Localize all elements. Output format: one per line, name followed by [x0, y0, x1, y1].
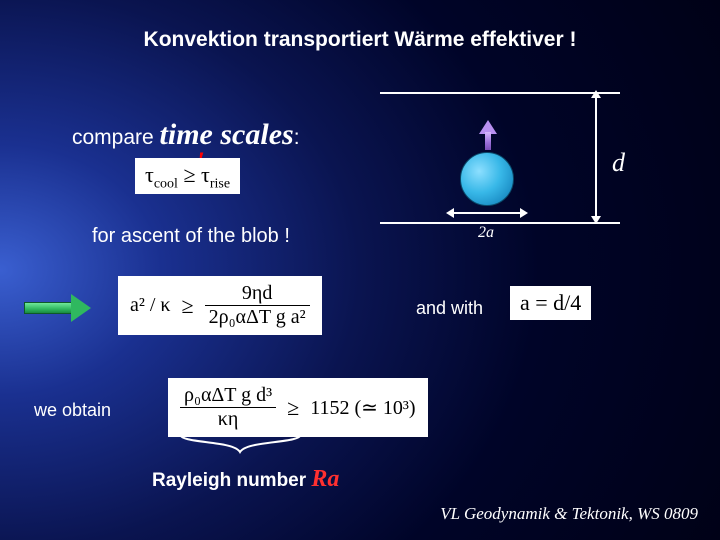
slide-title: Konvektion transportiert Wärme effektive… [0, 28, 720, 52]
rayleigh-inequality-box: ρ₀αΔT g d³ κη ≥ 1152 (≃ 10³) [168, 378, 428, 437]
a-equals-d4-box: a = d/4 [510, 286, 591, 320]
and-with-text: and with [416, 298, 483, 319]
eq2-den: κη [180, 408, 276, 431]
inequality-1-box: a² / κ ≥ 9ηd 2ρ₀αΔT g a² [118, 276, 322, 335]
blob-up-arrow-icon [483, 120, 493, 148]
eq2-rhs: 1152 (≃ 10³) [310, 397, 415, 419]
eq1-ge: ≥ [176, 293, 200, 318]
tau-rise-sub: rise [210, 176, 230, 191]
compare-prefix: compare [72, 126, 160, 149]
eq2-num: ρ₀αΔT g d³ [180, 384, 276, 408]
tau-ge: ≥ [178, 162, 201, 187]
underbrace-icon [178, 432, 303, 454]
compare-line: compare time scales: [72, 118, 300, 152]
eq1-rhs-den: 2ρ₀αΔT g a² [205, 306, 310, 329]
Ra-symbol: Ra [311, 466, 339, 492]
time-scales-emph: time scales [160, 118, 294, 151]
slide-footer: VL Geodynamik & Tektonik, WS 0809 [440, 504, 698, 524]
tau-inequality-box: τcool ≥ τrise [135, 158, 240, 194]
rayleigh-label: Rayleigh number Ra [152, 466, 339, 493]
tau-cool-sym: τ [145, 162, 154, 187]
thickness-arrow [595, 96, 597, 218]
diameter-arrow [452, 212, 522, 214]
rayleigh-text: Rayleigh number [152, 470, 311, 491]
ascent-caption: for ascent of the blob ! [92, 225, 290, 248]
pointer-arrow-icon [24, 296, 92, 320]
top-boundary-line [380, 92, 620, 94]
bottom-boundary-line [380, 222, 620, 224]
tau-rise-sym: τ [201, 162, 210, 187]
eq1-rhs-num: 9ηd [205, 282, 310, 306]
d-label: d [612, 148, 625, 178]
we-obtain-text: we obtain [34, 400, 111, 421]
rising-blob-icon [460, 152, 514, 206]
eq2-ge: ≥ [281, 395, 305, 420]
two-a-label: 2a [478, 224, 494, 242]
colon: : [294, 126, 300, 149]
eq2-lhs-fraction: ρ₀αΔT g d³ κη [180, 384, 276, 431]
eq1-rhs-fraction: 9ηd 2ρ₀αΔT g a² [205, 282, 310, 329]
eq1-lhs: a² / κ [130, 294, 171, 316]
tau-cool-sub: cool [154, 176, 178, 191]
blob-diagram: d 2a [380, 92, 625, 252]
